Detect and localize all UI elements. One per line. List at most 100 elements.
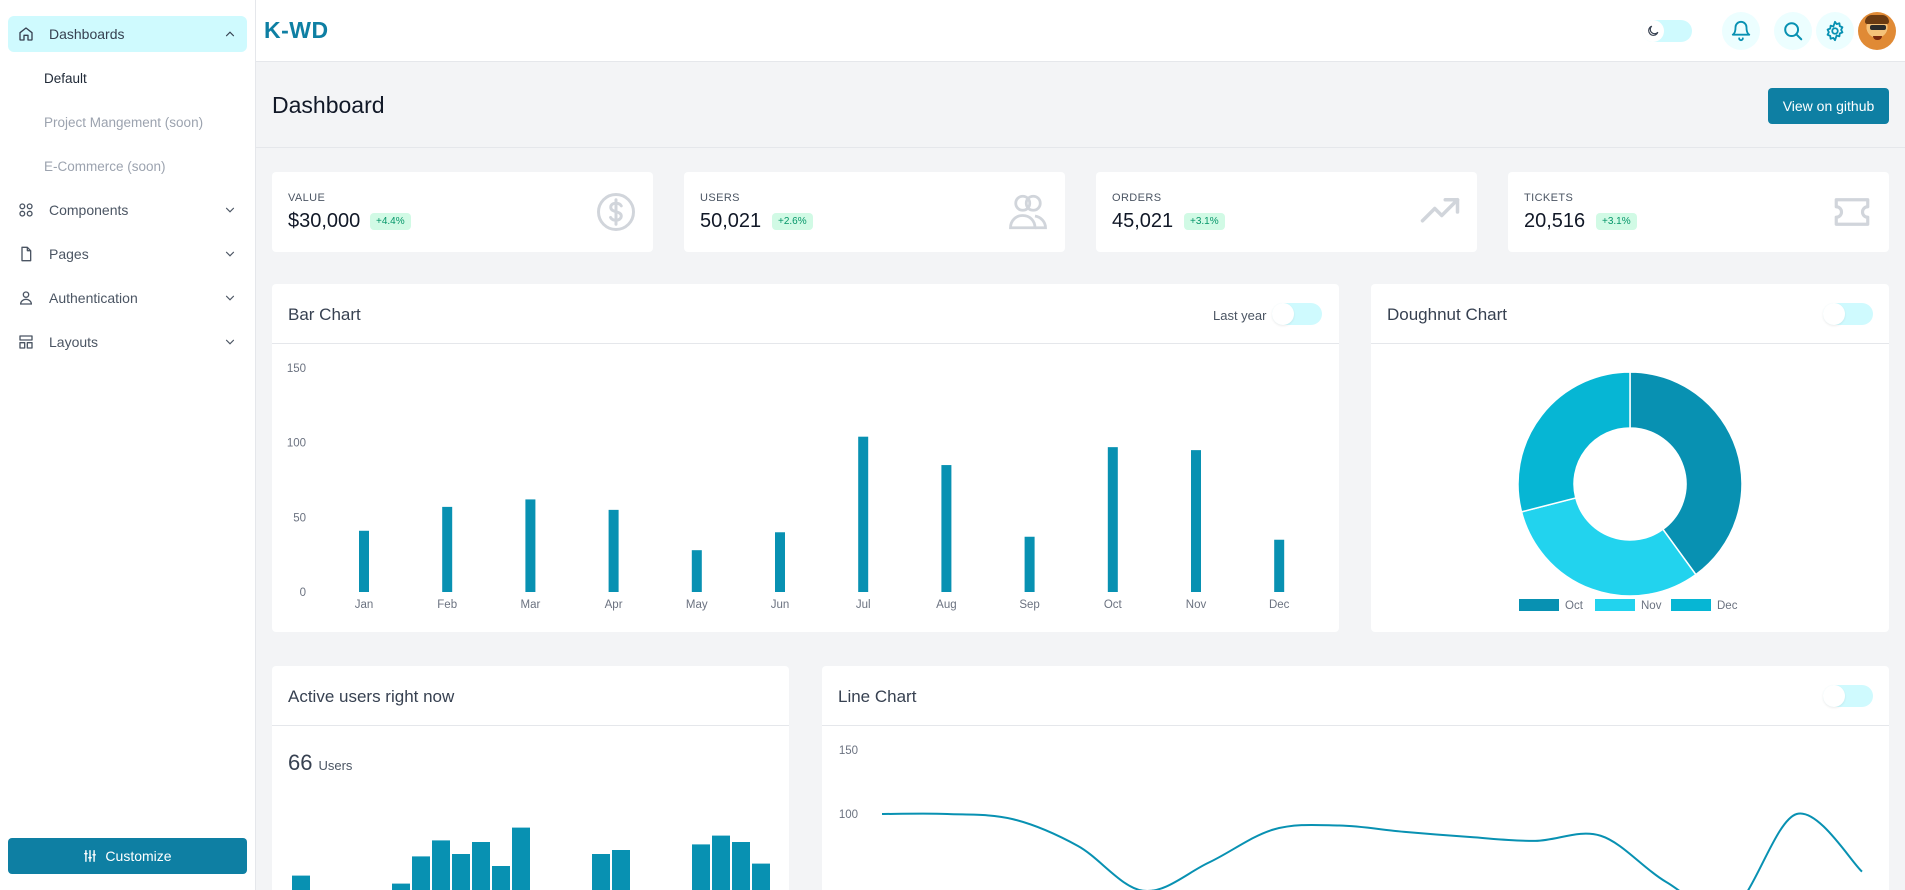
settings-button[interactable] (1816, 12, 1854, 50)
layout-icon (18, 334, 34, 350)
x-tick-label: Jul (856, 599, 871, 611)
sidebar-item-label: Dashboards (49, 26, 125, 42)
sidebar-item-pages[interactable]: Pages (8, 236, 247, 272)
sidebar-item-layouts[interactable]: Layouts (8, 324, 247, 360)
bar-chart: 0 50 100 150 Jan Feb Mar Apr May Jun Jul Aug Sep Oct N… (287, 363, 1290, 611)
x-tick-label: Feb (437, 599, 457, 611)
stat-caption: TICKETS (1524, 192, 1574, 204)
brand-logo[interactable]: K-WD (264, 17, 329, 43)
bar (472, 842, 490, 890)
users-icon (1009, 194, 1047, 230)
sidebar-subitem-ecommerce[interactable]: E-Commerce (soon) (44, 158, 166, 174)
avatar[interactable] (1858, 12, 1896, 50)
line-chart-toggle[interactable] (1823, 685, 1873, 707)
chevron-down-icon (223, 291, 237, 305)
page-title: Dashboard (272, 92, 385, 118)
stat-value: 20,516 (1524, 210, 1586, 232)
chevron-up-icon (223, 27, 237, 41)
sidebar-item-label: Authentication (49, 290, 138, 306)
bar (1191, 450, 1201, 592)
x-tick-label: Mar (520, 599, 540, 611)
bar (608, 509, 619, 592)
card-title: Active users right now (288, 687, 455, 706)
card-title: Bar Chart (288, 305, 361, 324)
stat-caption: ORDERS (1112, 192, 1162, 204)
doughnut-slice (1517, 371, 1631, 513)
sliders-icon (84, 850, 97, 862)
y-tick-label: 0 (300, 587, 306, 599)
sidebar-item-dashboards[interactable]: Dashboards (8, 16, 247, 52)
x-tick-label: Jan (355, 599, 374, 611)
sidebar-subitem-project-management[interactable]: Project Mangement (soon) (44, 114, 204, 130)
sidebar-item-components[interactable]: Components (8, 192, 247, 228)
bar (359, 530, 369, 592)
grid-icon (18, 202, 34, 218)
active-users-card: Active users right now 66 Users (272, 666, 789, 890)
legend-label: Dec (1717, 600, 1738, 612)
x-tick-label: Sep (1019, 599, 1039, 611)
bar (412, 856, 430, 890)
stat-change-badge: +3.1% (1596, 213, 1637, 230)
bar (612, 850, 630, 890)
bar (752, 863, 770, 890)
y-tick-label: 100 (287, 438, 306, 450)
bar (691, 550, 702, 592)
bell-icon (1731, 21, 1751, 42)
chevron-down-icon (223, 247, 237, 261)
bar (592, 854, 610, 890)
bar (492, 866, 510, 890)
x-tick-label: Aug (936, 599, 956, 611)
line-series (881, 812, 1863, 890)
sidebar-nav: Dashboards Default Project Mangement (so… (0, 0, 255, 360)
doughnut-slice (1520, 497, 1697, 597)
active-users-count: 66 Users (288, 750, 352, 776)
active-users-bar-chart (292, 827, 770, 890)
bar (712, 835, 730, 890)
trending-up-icon (1420, 198, 1460, 223)
home-icon (18, 26, 34, 42)
bar (392, 883, 410, 890)
bar (775, 532, 785, 592)
bar (525, 499, 536, 592)
stat-change-badge: +3.1% (1184, 213, 1225, 230)
card-title: Doughnut Chart (1387, 305, 1508, 324)
y-tick-label: 150 (839, 745, 858, 757)
sidebar: Dashboards Default Project Mangement (so… (0, 0, 256, 890)
x-tick-label: May (686, 599, 708, 611)
bar (432, 840, 450, 890)
stat-card-orders: ORDERS 45,021 +3.1% (1096, 172, 1477, 252)
customize-label: Customize (105, 848, 172, 864)
x-tick-label: Apr (605, 599, 623, 611)
toggle-label: Last year (1213, 308, 1267, 323)
bar (692, 844, 710, 890)
card-header: Line Chart (822, 666, 1889, 726)
doughnut-toggle[interactable] (1823, 303, 1873, 325)
doughnut-slice (1629, 371, 1743, 576)
user-icon (18, 290, 34, 306)
notifications-button[interactable] (1722, 12, 1760, 50)
top-bar: K-WD (256, 0, 1905, 62)
theme-toggle[interactable] (1642, 20, 1692, 42)
stat-change-badge: +2.6% (772, 213, 813, 230)
ticket-icon (1834, 198, 1870, 226)
card-header: Doughnut Chart (1371, 284, 1889, 344)
sidebar-item-authentication[interactable]: Authentication (8, 280, 247, 316)
gear-icon (1826, 20, 1844, 42)
sidebar-subitem-default[interactable]: Default (44, 70, 87, 86)
sidebar-item-label: Layouts (49, 334, 99, 350)
stat-value: 45,021 (1112, 210, 1174, 232)
customize-button[interactable]: Customize (8, 838, 247, 874)
x-tick-label: Oct (1104, 599, 1123, 611)
bar (1024, 536, 1035, 592)
bar (858, 436, 869, 592)
stat-value: 50,021 (700, 210, 762, 232)
search-button[interactable] (1774, 12, 1812, 50)
y-tick-label: 150 (287, 363, 306, 375)
view-on-github-button[interactable]: View on github (1768, 88, 1889, 124)
doughnut-chart-card: Doughnut Chart Oct Nov Dec (1371, 284, 1889, 632)
line-chart-card: Line Chart 100 150 (822, 666, 1889, 890)
active-users-unit: Users (318, 758, 353, 773)
card-header: Active users right now (272, 666, 789, 726)
last-year-toggle[interactable] (1272, 303, 1322, 325)
x-tick-label: Jun (771, 599, 790, 611)
